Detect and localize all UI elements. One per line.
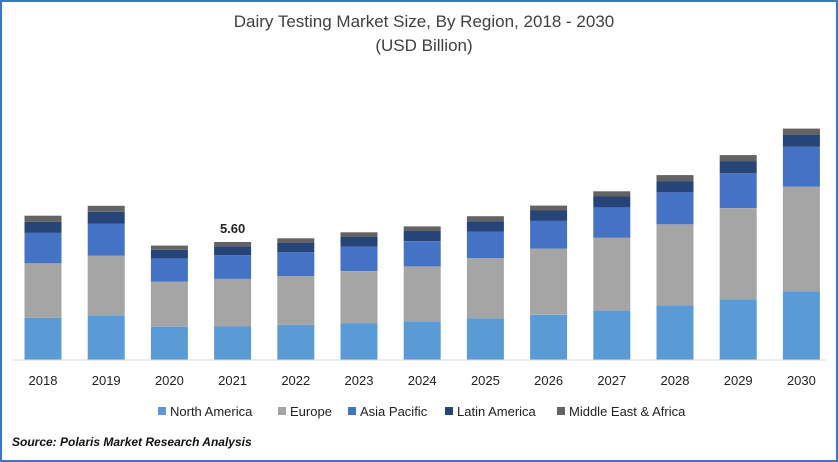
bar-2018-europe xyxy=(24,263,62,318)
bar-2018-asia-pacific xyxy=(24,232,62,264)
bar-2028-middle-east-africa xyxy=(656,175,694,182)
bar-2027-latin-america xyxy=(593,196,631,208)
bar-2026-asia-pacific xyxy=(530,220,568,249)
bar-2019-middle-east-africa xyxy=(87,205,125,212)
legend-label-latin-america: Latin America xyxy=(457,404,537,419)
bar-2019-asia-pacific xyxy=(87,223,125,256)
x-tick-label-2025: 2025 xyxy=(471,373,500,388)
legend-label-middle-east-africa: Middle East & Africa xyxy=(569,404,686,419)
legend-swatch-middle-east-africa xyxy=(557,407,565,415)
x-tick-label-2026: 2026 xyxy=(534,373,563,388)
bar-2030-north-america xyxy=(782,291,820,360)
x-tick-label-2023: 2023 xyxy=(345,373,374,388)
bar-2026-europe xyxy=(530,248,568,315)
source-note: Source: Polaris Market Research Analysis xyxy=(12,435,252,449)
legend-label-north-america: North America xyxy=(170,404,253,419)
legend-swatch-north-america xyxy=(158,407,166,415)
bar-2021-north-america xyxy=(214,326,252,360)
bar-2030-europe xyxy=(782,186,820,292)
bar-2021-asia-pacific xyxy=(214,255,252,279)
bar-2022-europe xyxy=(277,276,315,325)
bar-2024-north-america xyxy=(403,321,441,360)
bar-2025-north-america xyxy=(466,318,504,360)
bar-2027-asia-pacific xyxy=(593,207,631,238)
bar-2020-middle-east-africa xyxy=(150,245,188,250)
bar-2019-north-america xyxy=(87,315,125,360)
x-tick-label-2027: 2027 xyxy=(597,373,626,388)
bar-2021-europe xyxy=(214,278,252,327)
x-tick-label-2030: 2030 xyxy=(787,373,816,388)
x-tick-label-2028: 2028 xyxy=(661,373,690,388)
bar-2029-middle-east-africa xyxy=(719,155,757,162)
bar-2018-north-america xyxy=(24,317,62,360)
x-tick-label-2022: 2022 xyxy=(281,373,310,388)
bar-2030-asia-pacific xyxy=(782,146,820,187)
chart-title: Dairy Testing Market Size, By Region, 20… xyxy=(234,12,615,31)
bar-2023-middle-east-africa xyxy=(340,232,378,237)
bar-2029-latin-america xyxy=(719,161,757,174)
data-labels: 5.60 xyxy=(220,221,245,236)
bar-2030-latin-america xyxy=(782,134,820,147)
bar-2020-asia-pacific xyxy=(150,258,188,282)
bar-2029-europe xyxy=(719,208,757,300)
bar-2026-middle-east-africa xyxy=(530,205,568,211)
bar-2028-latin-america xyxy=(656,181,694,193)
bar-2024-latin-america xyxy=(403,231,441,242)
x-tick-label-2029: 2029 xyxy=(724,373,753,388)
x-tick-label-2019: 2019 xyxy=(92,373,121,388)
x-tick-label-2024: 2024 xyxy=(408,373,437,388)
bar-2027-north-america xyxy=(593,310,631,360)
bar-2025-middle-east-africa xyxy=(466,216,504,222)
chart-subtitle: (USD Billion) xyxy=(375,36,472,55)
legend-swatch-latin-america xyxy=(445,407,453,415)
bar-2021-middle-east-africa xyxy=(214,242,252,247)
bar-2024-europe xyxy=(403,266,441,322)
bar-group xyxy=(24,128,820,360)
bar-2027-europe xyxy=(593,237,631,311)
x-tick-labels: 2018 2019 2020 2021 2022 2023 2024 2025 2026 2027… xyxy=(29,373,816,388)
bar-2028-north-america xyxy=(656,305,694,360)
bar-2027-middle-east-africa xyxy=(593,191,631,197)
bar-2023-north-america xyxy=(340,323,378,360)
bar-2022-asia-pacific xyxy=(277,252,315,276)
bar-2026-north-america xyxy=(530,314,568,360)
bar-2029-north-america xyxy=(719,299,757,360)
legend-swatch-asia-pacific xyxy=(348,407,356,415)
bar-2023-asia-pacific xyxy=(340,246,378,271)
legend-swatch-europe xyxy=(278,407,286,415)
bar-2023-europe xyxy=(340,271,378,324)
bar-2018-latin-america xyxy=(24,221,62,233)
bar-2024-asia-pacific xyxy=(403,241,441,267)
legend: North America Europe Asia Pacific Latin Ame… xyxy=(158,404,686,419)
bar-2022-north-america xyxy=(277,324,315,360)
x-tick-label-2021: 2021 xyxy=(218,373,247,388)
bar-2019-latin-america xyxy=(87,211,125,224)
bar-2028-asia-pacific xyxy=(656,192,694,225)
x-tick-label-2020: 2020 xyxy=(155,373,184,388)
bar-2025-latin-america xyxy=(466,221,504,232)
bar-2029-asia-pacific xyxy=(719,173,757,209)
bar-2022-latin-america xyxy=(277,243,315,253)
bar-2021-latin-america xyxy=(214,246,252,256)
legend-label-asia-pacific: Asia Pacific xyxy=(360,404,428,419)
bar-2026-latin-america xyxy=(530,210,568,221)
bar-2020-north-america xyxy=(150,326,188,360)
bar-2020-europe xyxy=(150,281,188,327)
bar-2019-europe xyxy=(87,255,125,316)
bar-2022-middle-east-africa xyxy=(277,238,315,243)
x-tick-label-2018: 2018 xyxy=(29,373,58,388)
legend-label-europe: Europe xyxy=(290,404,332,419)
bar-2028-europe xyxy=(656,224,694,306)
bar-2024-middle-east-africa xyxy=(403,226,441,232)
bar-2025-asia-pacific xyxy=(466,231,504,259)
bar-2018-middle-east-africa xyxy=(24,215,62,222)
bar-2020-latin-america xyxy=(150,249,188,259)
bar-2025-europe xyxy=(466,258,504,319)
bar-2030-middle-east-africa xyxy=(782,128,820,135)
bar-2023-latin-america xyxy=(340,237,378,247)
data-label-2021: 5.60 xyxy=(220,221,245,236)
